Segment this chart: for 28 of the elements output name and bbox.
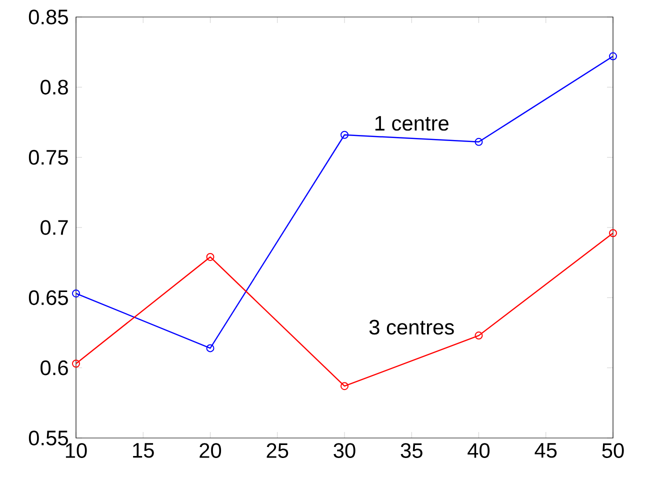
point xyxy=(474,138,483,146)
x-tick-label: 20 xyxy=(200,443,222,458)
x-tick-label: 35 xyxy=(400,443,422,458)
x-tick-label: 40 xyxy=(468,443,490,458)
point xyxy=(474,332,483,340)
x-tick-label: 45 xyxy=(534,443,557,458)
x-tick-label: 15 xyxy=(133,443,154,458)
x-tick-label: 50 xyxy=(602,443,624,458)
series-label: 1 centre xyxy=(375,116,448,131)
x-tick-label: 10 xyxy=(66,443,87,458)
y-tick-label: 0.65 xyxy=(28,290,68,306)
y-tick-label: 0.8 xyxy=(40,80,68,95)
point xyxy=(206,252,214,261)
y-tick-label: 0.6 xyxy=(40,360,68,376)
point xyxy=(72,360,80,368)
point xyxy=(72,289,80,298)
x-tick-label: 30 xyxy=(334,443,356,458)
x-tick-label: 25 xyxy=(266,443,288,458)
point xyxy=(206,344,214,352)
point xyxy=(340,130,349,139)
y-tick-label: 0.75 xyxy=(28,150,68,165)
y-tick-label: 0.55 xyxy=(28,430,68,446)
y-tick-label: 0.85 xyxy=(28,10,68,24)
point xyxy=(609,229,618,238)
series-label: 3 centres xyxy=(369,320,454,335)
y-tick-label: 0.7 xyxy=(40,220,68,235)
point xyxy=(340,382,349,390)
point xyxy=(609,52,618,60)
